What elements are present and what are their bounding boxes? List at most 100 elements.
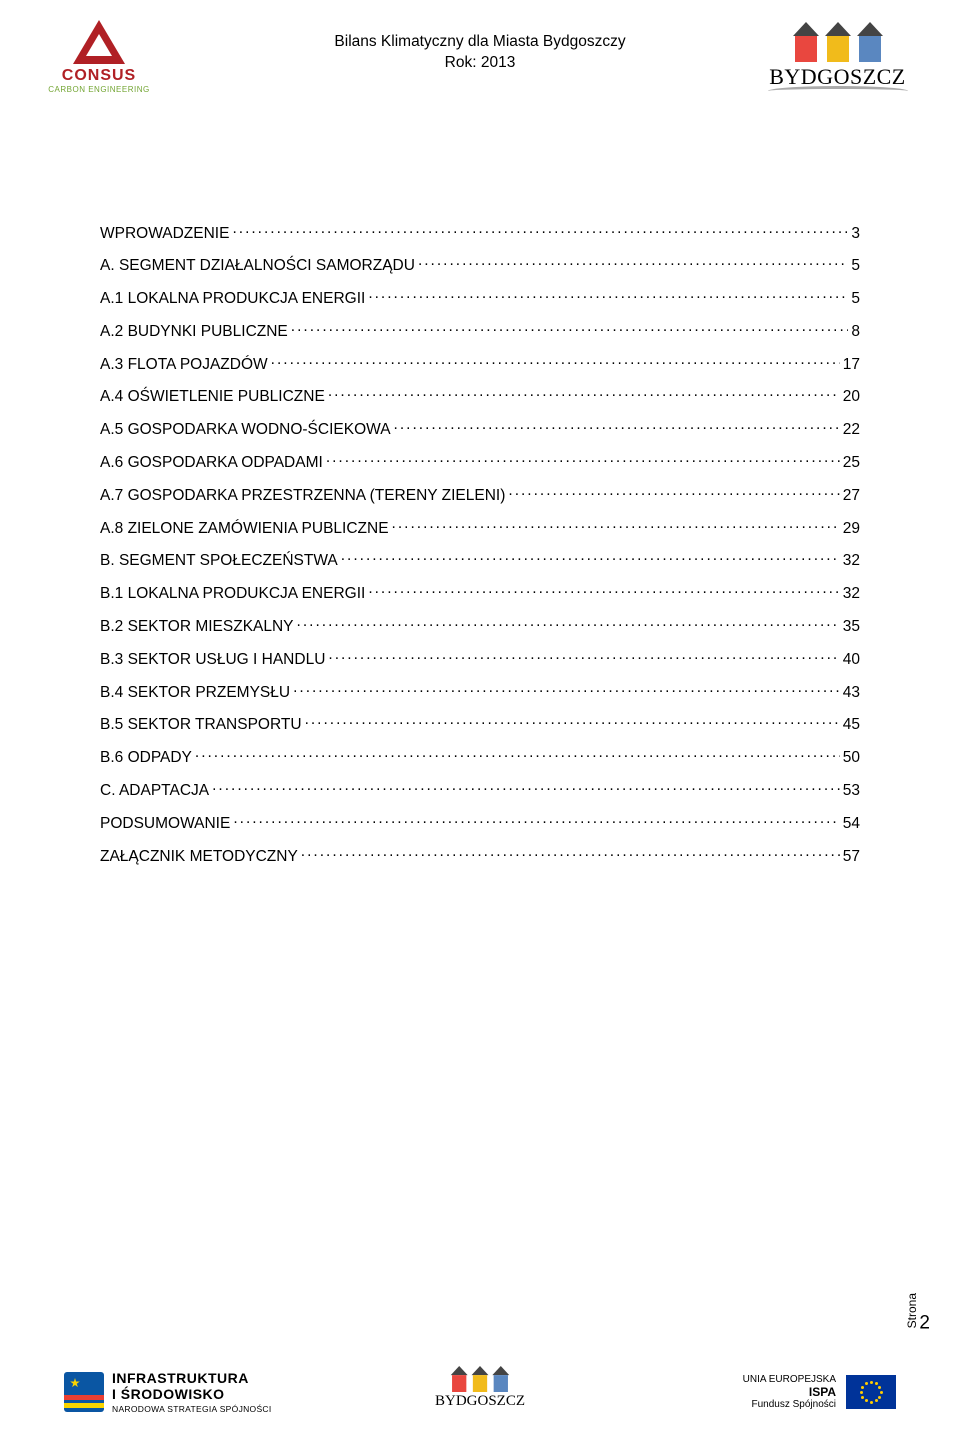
footer-right-line3: Fundusz Spójności xyxy=(743,1399,836,1410)
toc-label: C. ADAPTACJA xyxy=(100,782,209,800)
toc-page: 40 xyxy=(843,651,860,669)
toc-dots xyxy=(326,452,840,468)
toc-label: A.7 GOSPODARKA PRZESTRZENNA (TERENY ZIEL… xyxy=(100,487,505,505)
toc-row: A.5 GOSPODARKA WODNO-ŚCIEKOWA 22 xyxy=(100,419,860,440)
toc-label: WPROWADZENIE xyxy=(100,225,229,243)
toc-row: B.2 SEKTOR MIESZKALNY 35 xyxy=(100,616,860,637)
house-icon xyxy=(855,22,885,62)
toc-label: A.5 GOSPODARKA WODNO-ŚCIEKOWA xyxy=(100,421,391,439)
toc-label: ZAŁĄCZNIK METODYCZNY xyxy=(100,848,298,866)
toc-page: 8 xyxy=(851,323,860,341)
toc-row: A.1 LOKALNA PRODUKCJA ENERGII 5 xyxy=(100,288,860,309)
toc-label: B.5 SEKTOR TRANSPORTU xyxy=(100,716,302,734)
toc-row: B.6 ODPADY 50 xyxy=(100,747,860,768)
toc-label: A.4 OŚWIETLENIE PUBLICZNE xyxy=(100,388,325,406)
toc-page: 5 xyxy=(851,290,860,308)
house-icon xyxy=(449,1366,469,1392)
footer-center-logo: BYDGOSZCZ xyxy=(420,1359,540,1410)
toc-row: A.3 FLOTA POJAZDÓW 17 xyxy=(100,353,860,374)
houses-icon-small xyxy=(441,1366,519,1392)
toc-dots xyxy=(271,353,840,369)
house-icon xyxy=(791,22,821,62)
toc-dots xyxy=(297,616,840,632)
house-icon xyxy=(470,1366,490,1392)
toc-row: A.2 BUDYNKI PUBLICZNE 8 xyxy=(100,320,860,341)
toc-page: 27 xyxy=(843,487,860,505)
toc-label: B.4 SEKTOR PRZEMYSŁU xyxy=(100,684,290,702)
toc-row: B.3 SEKTOR USŁUG I HANDLU 40 xyxy=(100,648,860,669)
toc-dots xyxy=(233,812,839,828)
toc-dots xyxy=(368,288,848,304)
toc-page: 3 xyxy=(851,225,860,243)
toc-label: A.6 GOSPODARKA ODPADAMI xyxy=(100,454,323,472)
eu-flag-icon xyxy=(846,1375,896,1409)
toc-row: A.4 OŚWIETLENIE PUBLICZNE 20 xyxy=(100,386,860,407)
toc-page: 54 xyxy=(843,815,860,833)
toc-label: PODSUMOWANIE xyxy=(100,815,230,833)
toc-row: C. ADAPTACJA 53 xyxy=(100,780,860,801)
toc-dots xyxy=(368,583,839,599)
bydgoszcz-logo: BYDGOSZCZ xyxy=(755,22,920,96)
toc-page: 20 xyxy=(843,388,860,406)
toc-row: B.5 SEKTOR TRANSPORTU 45 xyxy=(100,714,860,735)
houses-icon xyxy=(755,22,920,62)
toc-row: ZAŁĄCZNIK METODYCZNY 57 xyxy=(100,845,860,866)
toc-label: B.1 LOKALNA PRODUKCJA ENERGII xyxy=(100,585,365,603)
toc-page: 53 xyxy=(843,782,860,800)
toc-row: A. SEGMENT DZIAŁALNOŚCI SAMORZĄDU 5 xyxy=(100,255,860,276)
toc-row: PODSUMOWANIE 54 xyxy=(100,812,860,833)
toc-label: A.8 ZIELONE ZAMÓWIENIA PUBLICZNE xyxy=(100,520,389,538)
toc-label: A.2 BUDYNKI PUBLICZNE xyxy=(100,323,288,341)
toc-row: A.8 ZIELONE ZAMÓWIENIA PUBLICZNE 29 xyxy=(100,517,860,538)
footer-left-line3: NARODOWA STRATEGIA SPÓJNOŚCI xyxy=(112,1404,272,1414)
toc-row: WPROWADZENIE 3 xyxy=(100,222,860,243)
toc-dots xyxy=(508,484,839,500)
footer-left-line2: I ŚRODOWISKO xyxy=(112,1386,272,1402)
page-header: CONSUS CARBON ENGINEERING Bilans Klimaty… xyxy=(0,20,960,140)
toc-page: 5 xyxy=(851,257,860,275)
consus-sub: CARBON ENGINEERING xyxy=(34,85,164,94)
toc-label: B. SEGMENT SPOŁECZEŃSTWA xyxy=(100,552,338,570)
footer-left-line1: INFRASTRUKTURA xyxy=(112,1370,272,1386)
toc-dots xyxy=(328,648,839,664)
bydgoszcz-text: BYDGOSZCZ xyxy=(755,64,920,90)
toc-row: A.6 GOSPODARKA ODPADAMI 25 xyxy=(100,452,860,473)
footer-center-text: BYDGOSZCZ xyxy=(420,1393,540,1410)
toc-dots xyxy=(301,845,840,861)
toc-dots xyxy=(394,419,840,435)
house-icon xyxy=(491,1366,511,1392)
toc-label: B.6 ODPADY xyxy=(100,749,192,767)
toc-row: A.7 GOSPODARKA PRZESTRZENNA (TERENY ZIEL… xyxy=(100,484,860,505)
toc-label: A. SEGMENT DZIAŁALNOŚCI SAMORZĄDU xyxy=(100,257,415,275)
toc-page: 32 xyxy=(843,552,860,570)
toc-dots xyxy=(195,747,840,763)
toc-label: A.1 LOKALNA PRODUKCJA ENERGII xyxy=(100,290,365,308)
toc-dots xyxy=(392,517,840,533)
infra-flag-icon xyxy=(64,1372,104,1412)
page-footer: INFRASTRUKTURA I ŚRODOWISKO NARODOWA STR… xyxy=(0,1298,960,1418)
toc-dots xyxy=(305,714,840,730)
toc-dots xyxy=(232,222,848,238)
toc-page: 22 xyxy=(843,421,860,439)
toc-dots xyxy=(293,681,840,697)
toc-page: 29 xyxy=(843,520,860,538)
toc-label: B.3 SEKTOR USŁUG I HANDLU xyxy=(100,651,325,669)
toc-page: 57 xyxy=(843,848,860,866)
toc-row: B.4 SEKTOR PRZEMYSŁU 43 xyxy=(100,681,860,702)
footer-right-logo: UNIA EUROPEJSKA ISPA Fundusz Spójności xyxy=(686,1374,896,1410)
toc-dots xyxy=(328,386,840,402)
toc-dots xyxy=(418,255,848,271)
toc-page: 45 xyxy=(843,716,860,734)
toc-dots xyxy=(341,550,840,566)
toc-page: 50 xyxy=(843,749,860,767)
house-icon xyxy=(823,22,853,62)
toc-label: B.2 SEKTOR MIESZKALNY xyxy=(100,618,294,636)
toc-row: B.1 LOKALNA PRODUKCJA ENERGII 32 xyxy=(100,583,860,604)
toc-label: A.3 FLOTA POJAZDÓW xyxy=(100,356,268,374)
toc-row: B. SEGMENT SPOŁECZEŃSTWA 32 xyxy=(100,550,860,571)
toc-page: 17 xyxy=(843,356,860,374)
toc-page: 35 xyxy=(843,618,860,636)
toc-page: 32 xyxy=(843,585,860,603)
toc-page: 25 xyxy=(843,454,860,472)
table-of-contents: WPROWADZENIE 3 A. SEGMENT DZIAŁALNOŚCI SA… xyxy=(100,222,860,878)
